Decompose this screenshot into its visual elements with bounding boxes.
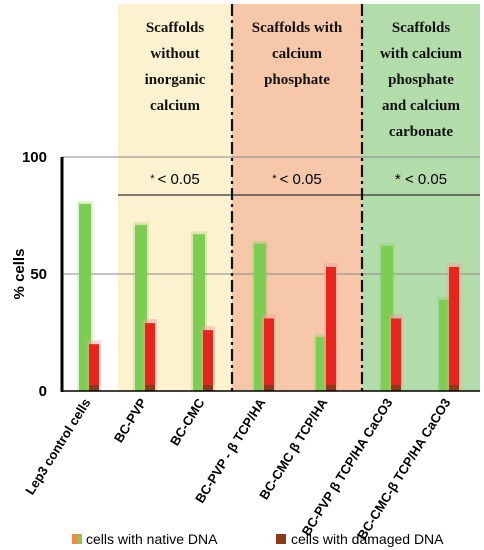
bar-damaged-base xyxy=(145,385,155,391)
bar-native xyxy=(381,245,393,391)
legend-label-native: cells with native DNA xyxy=(86,531,218,547)
bar-native xyxy=(79,203,91,391)
y-tick-label: 50 xyxy=(30,266,47,283)
x-tick-label: BC-PVP xyxy=(111,395,150,445)
y-tick-label: 100 xyxy=(22,149,47,166)
group-significance-3: * < 0.05 xyxy=(395,171,447,188)
bar-damaged xyxy=(203,330,213,391)
bar-native xyxy=(135,224,147,391)
group-significance-1: * < 0.05 xyxy=(150,171,199,188)
bar-damaged xyxy=(391,318,401,391)
bar-damaged xyxy=(264,318,274,391)
bar-damaged xyxy=(89,344,99,391)
group-title-2: Scaffolds with calcium phosphate xyxy=(252,20,343,88)
legend-swatch-native-accent xyxy=(77,534,82,544)
bar-damaged-base xyxy=(264,385,274,391)
group-title-1: Scaffolds without inorganic calcium xyxy=(145,20,206,114)
y-axis-label: % cells xyxy=(11,249,28,300)
legend-label-damaged: cells with damaged DNA xyxy=(291,531,444,547)
bar-native xyxy=(254,243,266,391)
group-band-2 xyxy=(232,4,362,391)
bar-damaged-base xyxy=(449,385,459,391)
bar-damaged-base xyxy=(326,385,336,391)
bar-native xyxy=(439,299,451,391)
legend-swatch-damaged xyxy=(276,534,286,544)
x-tick-label: BC-CMC β TCP/HA xyxy=(256,395,331,502)
bar-damaged-base xyxy=(203,385,213,391)
bar-damaged xyxy=(449,266,459,391)
x-tick-label: Lep3 control cells xyxy=(22,396,93,498)
bar-damaged-base xyxy=(391,385,401,391)
group-significance-2: * < 0.05 xyxy=(272,171,321,188)
group-title-3: Scaffolds with calcium phosphate and calciu… xyxy=(380,20,463,140)
x-tick-label: BC-CMC xyxy=(167,395,208,448)
bar-native xyxy=(193,234,205,391)
bar-damaged-base xyxy=(89,385,99,391)
y-tick-label: 0 xyxy=(39,383,47,400)
bar-damaged xyxy=(326,266,336,391)
bar-native xyxy=(316,337,328,391)
bar-damaged xyxy=(145,323,155,391)
x-tick-label: BC-PVP - β TCP/HA xyxy=(192,395,269,506)
